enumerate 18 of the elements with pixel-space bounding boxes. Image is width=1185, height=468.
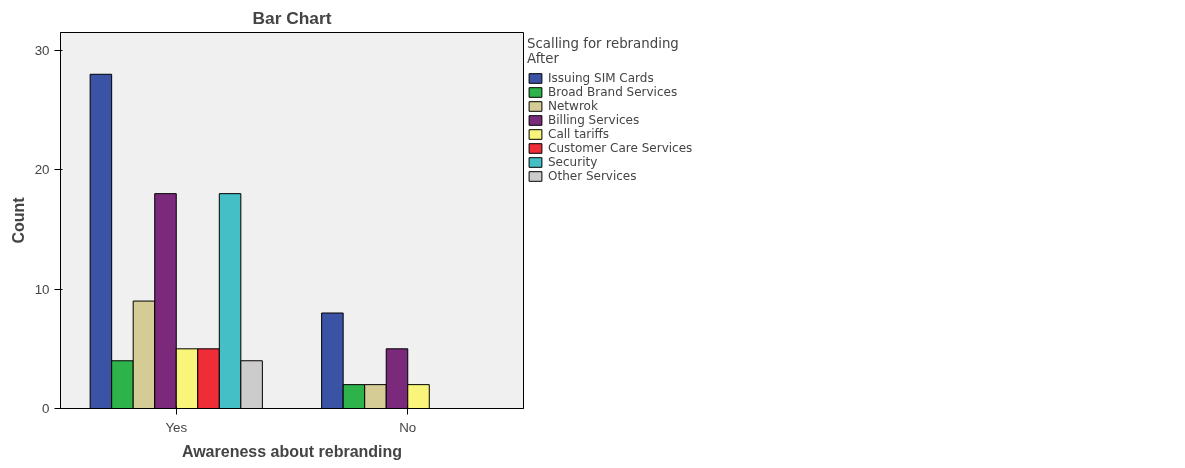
legend-label: Call tariffs (548, 127, 610, 141)
legend-label: Other Services (548, 169, 637, 183)
x-tick-label: No (399, 419, 417, 435)
x-tick-label: Yes (165, 419, 188, 435)
y-tick-label: 0 (42, 401, 50, 416)
legend-title: Scalling for rebranding After (527, 36, 680, 66)
y-tick-label: 10 (34, 281, 50, 297)
legend-label: Netwrok (548, 99, 598, 113)
y-tick-label: 20 (34, 162, 50, 178)
chart-title: Bar Chart (252, 7, 332, 28)
legend-label: Broad Brand Services (548, 85, 678, 99)
legend-label: Issuing SIM Cards (548, 71, 654, 85)
x-axis-title: Awareness about rebranding (181, 442, 403, 460)
legend-label: Customer Care Services (548, 141, 693, 155)
legend-label: Security (548, 155, 598, 169)
legend-label: Billing Services (548, 113, 640, 127)
y-tick-label: 30 (34, 42, 50, 58)
y-axis-title: Count (9, 196, 27, 244)
